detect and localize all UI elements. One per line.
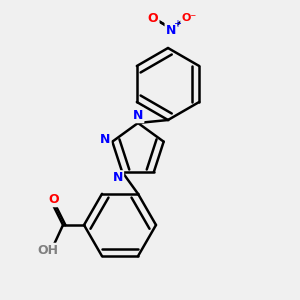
Text: N: N bbox=[133, 109, 143, 122]
Text: N: N bbox=[112, 171, 123, 184]
Text: O: O bbox=[49, 193, 59, 206]
Text: N: N bbox=[166, 23, 176, 37]
Text: OH: OH bbox=[38, 244, 58, 257]
Text: O: O bbox=[148, 11, 158, 25]
Text: O⁻: O⁻ bbox=[182, 13, 196, 23]
Text: +: + bbox=[173, 19, 181, 29]
Text: N: N bbox=[100, 133, 110, 146]
